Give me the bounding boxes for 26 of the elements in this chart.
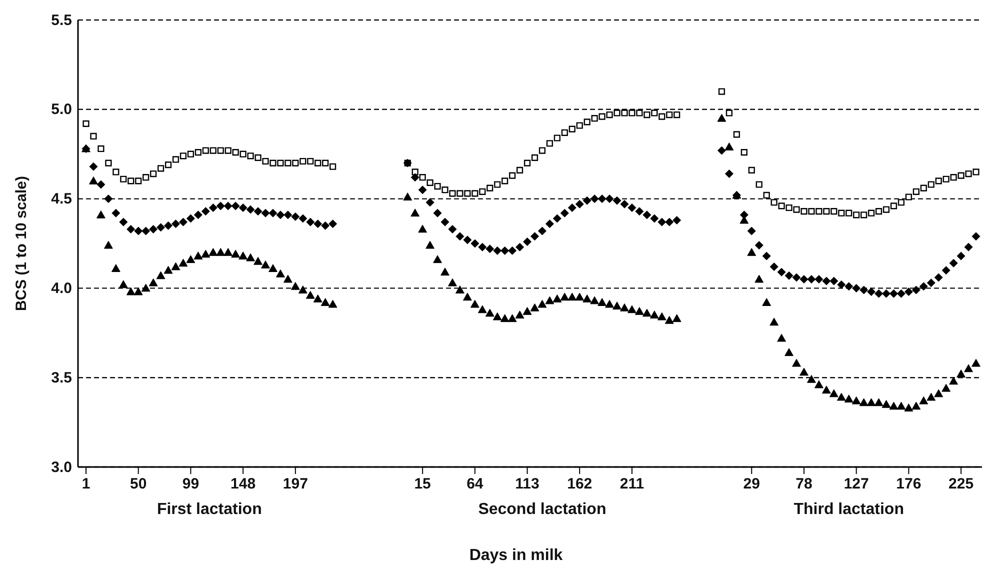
y-tick-label: 4.0: [51, 280, 72, 297]
x-tick-label: 225: [948, 476, 974, 493]
text: Third lactation: [794, 501, 904, 518]
x-tick-label: 127: [844, 476, 869, 493]
y-tick-label: 5.0: [51, 101, 72, 118]
x-tick-label: 1: [82, 476, 90, 493]
y-tick-label: 3.5: [51, 369, 72, 386]
x-tick-label: 162: [567, 476, 592, 493]
y-axis-title: BCS (1 to 10 scale): [13, 176, 30, 312]
x-tick-label: 148: [230, 476, 256, 493]
x-tick-label: 15: [414, 476, 431, 493]
text: First lactation: [156, 501, 262, 518]
x-tick-label: 176: [896, 476, 922, 493]
y-tick-label: 4.5: [51, 190, 72, 208]
y-tick-label: 3.0: [51, 458, 72, 476]
x-tick-label: 197: [282, 476, 308, 493]
x-tick-label: 64: [466, 476, 484, 493]
x-tick-label: 113: [515, 476, 540, 493]
x-tick-label: 78: [796, 476, 812, 493]
x-axis-title: Days in milk: [469, 547, 563, 564]
x-tick-label: 99: [182, 476, 200, 493]
x-tick-label: 50: [130, 476, 147, 493]
x-tick-label: 211: [620, 476, 644, 493]
x-tick-label: 29: [743, 476, 760, 493]
text: Second lactation: [478, 501, 606, 518]
y-tick-label: 5.5: [51, 12, 72, 29]
